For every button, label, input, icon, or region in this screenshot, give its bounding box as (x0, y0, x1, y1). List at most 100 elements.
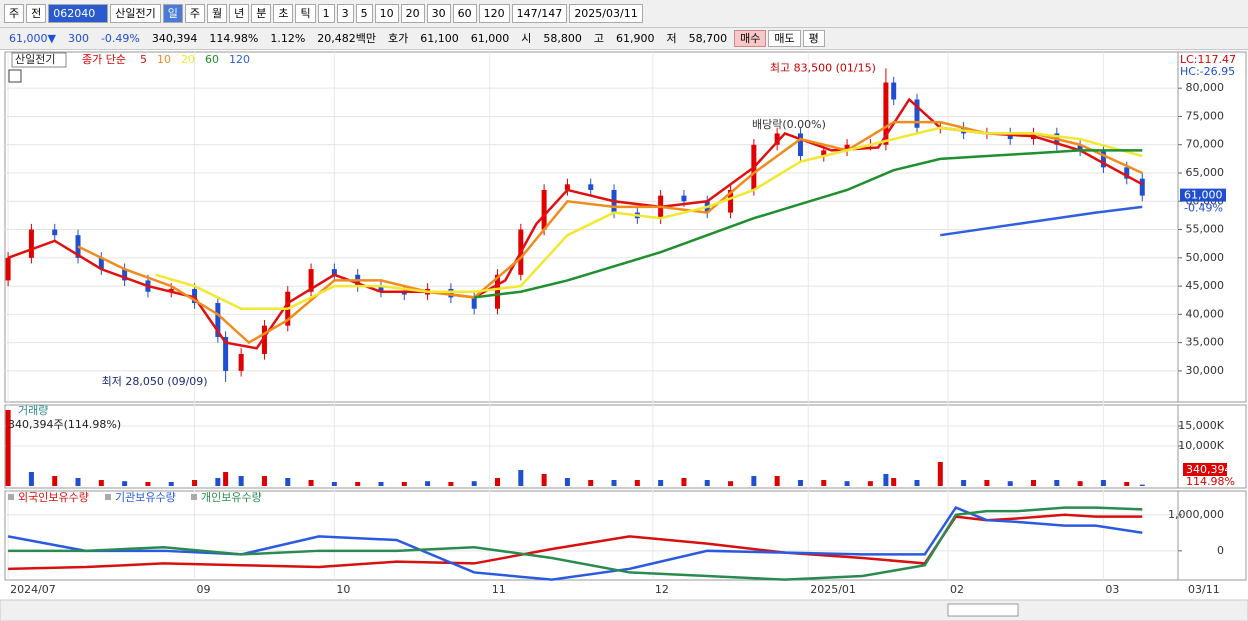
volume-bar (681, 478, 687, 486)
toolbar-item[interactable]: 전 (26, 4, 47, 23)
volume-bar (401, 482, 407, 486)
line (8, 513, 1143, 571)
volume-bar (774, 476, 780, 486)
volume-bar (1100, 480, 1106, 486)
toolbar-item[interactable]: 2025/03/11 (569, 4, 643, 23)
candle-body (774, 133, 780, 145)
toolbar-item[interactable]: 30 (426, 4, 451, 23)
volume-bar (308, 480, 314, 486)
x-tick-label: 10 (336, 583, 350, 596)
candle-body (261, 325, 267, 354)
volume-bar (564, 478, 570, 486)
high-note: 최고 83,500 (01/15) (770, 61, 876, 74)
info-bar: 61,000▼ 300 -0.49% 340,394 114.98% 1.12% 20,48… (0, 28, 1248, 50)
toolbar-item[interactable]: 60 (452, 4, 477, 23)
toolbar-item[interactable]: 초 (273, 4, 294, 23)
volume-bar (658, 480, 664, 486)
candle-body (844, 144, 850, 151)
volume-bar (588, 480, 594, 486)
toolbar-item: 58,800 (543, 32, 582, 45)
toolbar-item: 114.98% (209, 32, 259, 45)
toolbar-item: 호가 (388, 32, 409, 45)
toolbar-item[interactable]: 틱 (295, 4, 316, 23)
toolbar-item[interactable]: 월 (206, 4, 228, 23)
calc-icon (8, 69, 22, 83)
toolbar-item: 고 (593, 32, 605, 45)
candle-body (914, 99, 920, 128)
toolbar-item[interactable]: 분 (251, 4, 272, 23)
toolbar-item[interactable]: 1 (317, 4, 335, 23)
volume-bar (192, 480, 198, 486)
candle-body (122, 269, 128, 281)
lc: LC:117.47 (1180, 53, 1236, 66)
toolbar-item[interactable]: 120 (478, 4, 510, 23)
candle-body (448, 288, 454, 298)
x-tick-label: 11 (492, 583, 506, 596)
legend-box (11, 52, 67, 68)
line (940, 205, 1143, 237)
toolbar-item[interactable]: 147/147 (511, 4, 568, 23)
toolbar-item[interactable]: 년 (229, 4, 250, 23)
toolbar-item[interactable]: 평 (802, 30, 825, 47)
volume-pct: 114.98% (1186, 475, 1235, 488)
volume-bar (168, 482, 174, 486)
scrollbar (947, 603, 1019, 617)
volume-bar (541, 474, 547, 486)
legend-item: 60 (205, 53, 219, 66)
toolbar-item[interactable]: 일 (162, 4, 183, 23)
volume-bar (75, 478, 81, 486)
toolbar-item[interactable]: 5 (355, 4, 373, 23)
candle-body (471, 297, 477, 309)
end-date: 03/11 (1188, 583, 1220, 596)
panel (4, 51, 1179, 403)
candle-body (401, 291, 407, 295)
legend-item: 10 (157, 53, 171, 66)
volume-bar (1054, 480, 1060, 486)
candle-body (1007, 133, 1013, 140)
candle-body (541, 189, 547, 230)
volume-last-box (1183, 463, 1227, 476)
panel (4, 490, 1179, 581)
candle-body (192, 288, 198, 304)
toolbar-item: 300 (67, 32, 89, 45)
y-tick-label: 10,000K (1178, 439, 1224, 452)
volume-bar (797, 480, 803, 486)
legend-label: 종가 단순 (82, 53, 126, 66)
y-tick-label: 15,000K (1178, 419, 1224, 432)
candle-body (378, 286, 384, 292)
toolbar-item[interactable]: 10 (374, 4, 399, 23)
line (474, 149, 1143, 299)
toolbar-item: 61,900 (616, 32, 655, 45)
volume-bar (634, 480, 640, 486)
volume-title: 거래량 (18, 404, 48, 417)
toolbar-item[interactable]: 산일전기 (110, 4, 161, 23)
legend-item: 120 (229, 53, 250, 66)
volume-subtitle: 340,394주(114.98%) (8, 418, 121, 431)
volume-bar (1139, 484, 1145, 486)
volume-bar (984, 480, 990, 486)
candle-body (1139, 178, 1145, 196)
volume-bar (5, 410, 11, 486)
legend-item: 외국인보유수량 (18, 491, 89, 504)
legend-item: 개인보유수량 (201, 491, 262, 504)
toolbar-item[interactable]: 20 (400, 4, 425, 23)
toolbar-item[interactable]: 주 (4, 4, 25, 23)
legend-swatch (8, 494, 14, 500)
volume-bar (844, 481, 850, 486)
volume-bar (28, 472, 34, 486)
volume-bar (961, 480, 967, 486)
hc: HC:-26.95 (1180, 65, 1235, 78)
toolbar-item[interactable]: 3 (336, 4, 354, 23)
y-tick-label: 30,000 (1186, 364, 1225, 377)
candle-body (238, 353, 244, 371)
toolbar-item[interactable]: 매도 (768, 30, 801, 47)
candle-body (1100, 150, 1106, 168)
toolbar-item: 61,000 (470, 32, 510, 45)
toolbar-item[interactable]: 주 (184, 4, 205, 23)
toolbar-item[interactable]: 062040 (48, 4, 109, 23)
x-tick-label: 03 (1105, 583, 1119, 596)
toolbar-item[interactable]: 매수 (734, 30, 767, 47)
volume-bar (891, 478, 897, 486)
volume-bar (448, 482, 454, 486)
